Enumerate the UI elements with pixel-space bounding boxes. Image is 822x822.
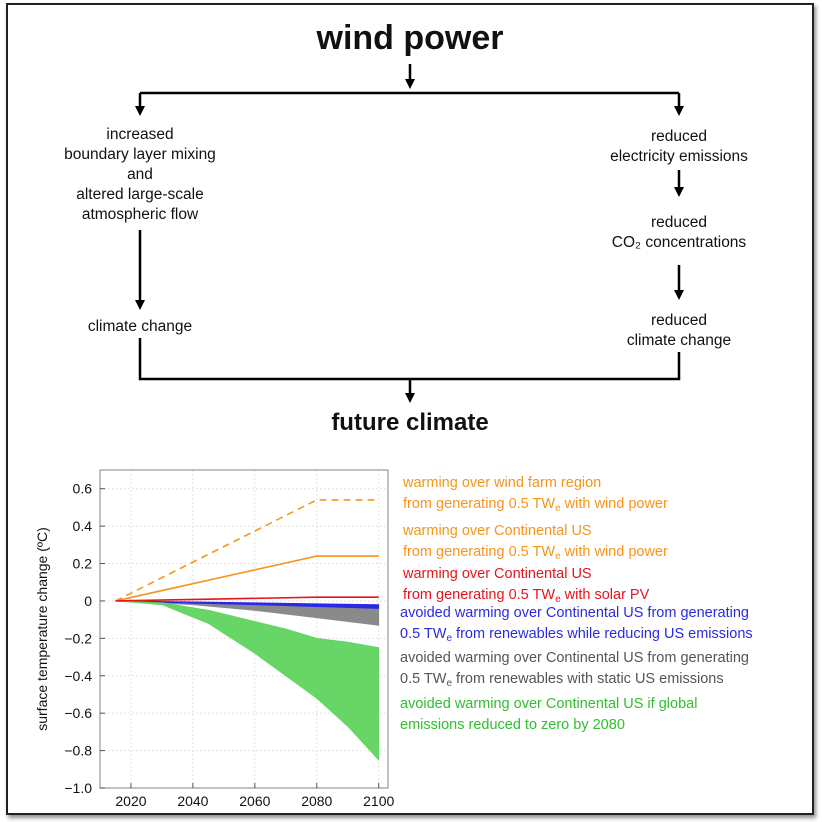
legend-wind-region-line-2: from generating 0.5 TWe with wind power — [403, 496, 668, 514]
y-tick-label-0: 0.6 — [73, 481, 93, 497]
series-line-1 — [115, 555, 379, 602]
y-tick-label-3: 0 — [84, 593, 92, 609]
x-tick-label-4: 2100 — [363, 793, 394, 809]
figure-frame — [6, 3, 814, 815]
left-top-node: increased boundary layer mixing and alte… — [30, 125, 250, 225]
y-tick-label-5: −0.4 — [64, 668, 92, 684]
legend-wind-us-line-2: from generating 0.5 TWe with wind power — [403, 544, 668, 562]
y-tick-label-4: −0.2 — [64, 630, 92, 646]
x-tick-label-0: 2020 — [115, 793, 146, 809]
legend-solar-us-line-1: warming over Continental US — [403, 566, 592, 582]
legend-solar-us: warming over Continental US from generat… — [403, 564, 649, 606]
y-tick-label-8: −1.0 — [64, 780, 92, 796]
legend-renew-static-line-1: avoided warming over Continental US from… — [400, 650, 749, 666]
right-node-2: reduced CO₂ concentrations — [579, 213, 779, 253]
y-tick-label-7: −0.8 — [64, 743, 92, 759]
diagram-title: wind power — [316, 19, 504, 57]
left-bottom-node: climate change — [87, 318, 193, 335]
right-node-3-line-1: reduced — [650, 312, 707, 329]
right-node-1-line-2: electricity emissions — [610, 148, 748, 165]
right-node-2-line-1: reduced — [650, 214, 707, 231]
legend-wind-us-line-1: warming over Continental US — [403, 523, 592, 539]
legend-solar-us-line-2: from generating 0.5 TWe with solar PV — [403, 587, 650, 605]
right-node-3: reduced climate change — [579, 311, 779, 351]
legend-renew-reduce-line-2: 0.5 TWe from renewables while reducing U… — [400, 626, 753, 644]
y-tick-label-6: −0.6 — [64, 705, 92, 721]
legend-renew-reduce-line-1: avoided warming over Continental US from… — [400, 605, 749, 621]
y-tick-label-1: 0.4 — [73, 518, 93, 534]
legend-wind-region: warming over wind farm region from gener… — [403, 473, 668, 515]
left-top-line-3: and — [127, 166, 153, 183]
legend-renew-static: avoided warming over Continental US from… — [400, 648, 749, 690]
left-top-line-5: atmospheric flow — [81, 206, 199, 223]
legend-wind-region-line-1: warming over wind farm region — [403, 475, 602, 491]
legend-global-zero-line-1: avoided warming over Continental US if g… — [400, 696, 698, 712]
right-node-1: reduced electricity emissions — [579, 127, 779, 167]
left-top-line-2: boundary layer mixing — [64, 146, 216, 163]
right-node-2-line-2: CO₂ concentrations — [611, 234, 747, 251]
y-tick-label-2: 0.2 — [73, 556, 93, 572]
legend-renew-static-line-2: 0.5 TWe from renewables with static US e… — [400, 671, 724, 689]
series-line-2 — [115, 596, 379, 602]
x-tick-label-2: 2060 — [239, 793, 270, 809]
plot-frame — [99, 469, 389, 789]
series-line-0 — [115, 499, 379, 602]
legend-global-zero-line-2: emissions reduced to zero by 2080 — [400, 717, 625, 733]
future-climate-title: future climate — [331, 409, 489, 436]
temperature-chart: 0.6 0.4 0.2 0 −0.2 −0.4 −0.6 −0.8 −1.0 2020 2040 20… — [34, 469, 394, 809]
right-node-1-line-1: reduced — [650, 128, 707, 145]
band-2 — [115, 600, 380, 761]
x-tick-label-3: 2080 — [301, 793, 332, 809]
left-top-line-4: altered large-scale — [76, 186, 204, 203]
left-top-line-1: increased — [106, 126, 174, 143]
legend-renew-reduce: avoided warming over Continental US from… — [400, 603, 753, 645]
x-tick-label-1: 2040 — [177, 793, 208, 809]
legend-wind-us: warming over Continental US from generat… — [403, 521, 668, 563]
legend-global-zero: avoided warming over Continental US if g… — [400, 694, 697, 736]
band-1 — [115, 600, 380, 609]
y-axis-label: surface temperature change (ºC) — [34, 527, 50, 731]
flow-diagram — [135, 64, 684, 403]
right-node-3-line-2: climate change — [626, 332, 732, 349]
